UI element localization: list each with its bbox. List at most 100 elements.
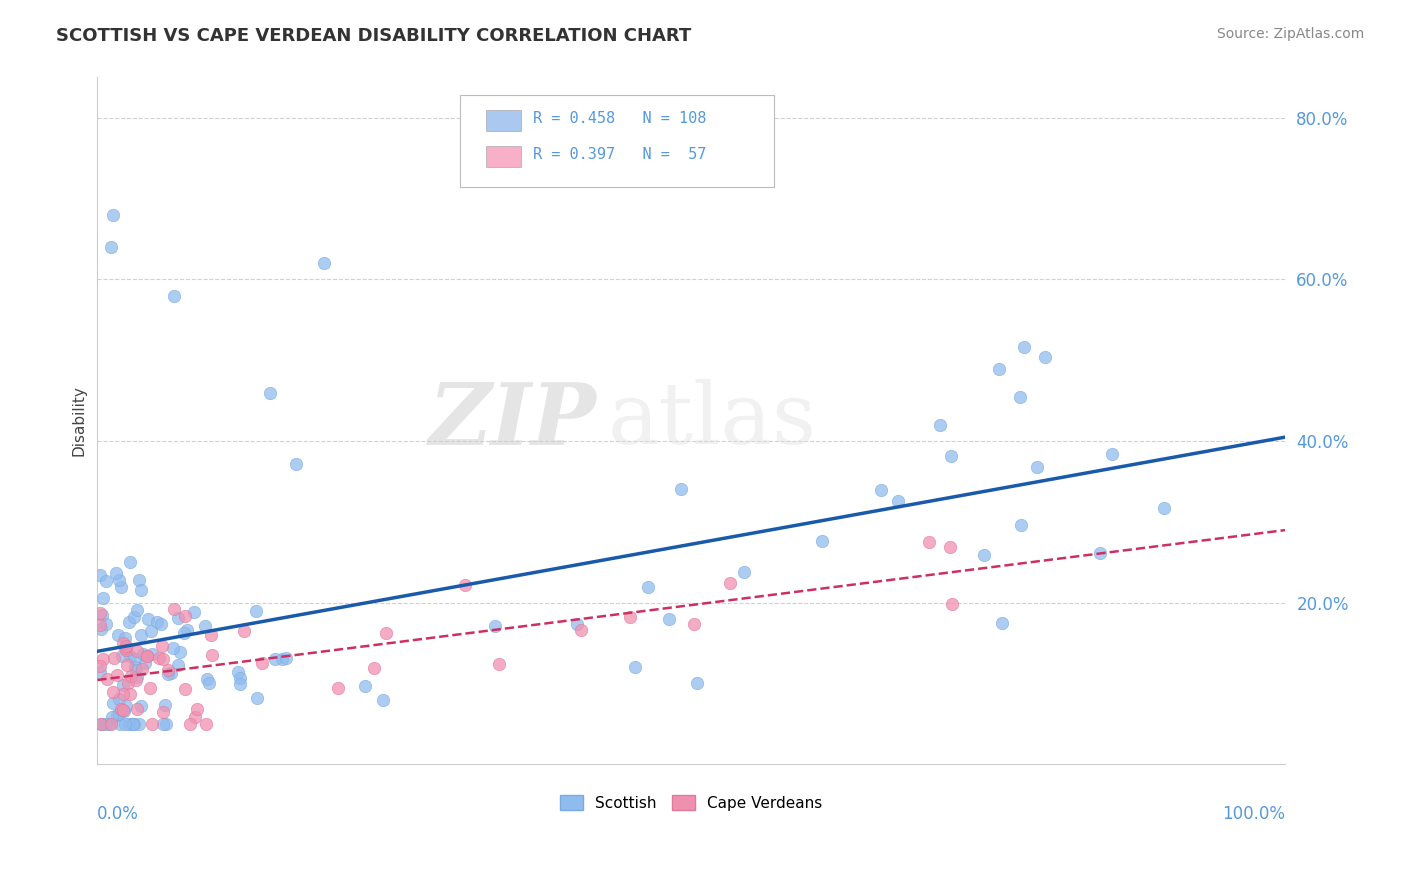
FancyBboxPatch shape — [486, 111, 522, 131]
Point — [89, 567, 111, 582]
Point — [114, 631, 136, 645]
Point — [1025, 459, 1047, 474]
Point — [1101, 447, 1123, 461]
Point — [162, 641, 184, 656]
Point — [146, 615, 169, 629]
Point — [114, 717, 136, 731]
Point — [115, 658, 138, 673]
Point — [918, 535, 941, 549]
Point — [122, 717, 145, 731]
Point — [100, 240, 122, 254]
Point — [98, 717, 121, 731]
Point — [94, 616, 117, 631]
Point — [105, 667, 128, 681]
FancyBboxPatch shape — [460, 95, 775, 187]
Point — [127, 643, 149, 657]
Point — [373, 692, 395, 706]
Point — [111, 703, 134, 717]
Point — [671, 483, 693, 497]
Point — [121, 717, 143, 731]
Point — [271, 652, 294, 666]
Text: Source: ZipAtlas.com: Source: ZipAtlas.com — [1216, 27, 1364, 41]
Point — [91, 591, 114, 606]
Point — [259, 385, 281, 400]
Legend: Scottish, Cape Verdeans: Scottish, Cape Verdeans — [553, 787, 830, 819]
Point — [174, 609, 197, 624]
Point — [89, 618, 111, 632]
Point — [103, 651, 125, 665]
Point — [90, 717, 112, 731]
Point — [135, 649, 157, 664]
Point — [112, 704, 135, 718]
Point — [131, 699, 153, 714]
Point — [152, 705, 174, 719]
Point — [101, 685, 124, 699]
Point — [128, 574, 150, 588]
Point — [166, 658, 188, 673]
Point — [108, 707, 131, 722]
Point — [194, 619, 217, 633]
Point — [112, 636, 135, 650]
Text: R = 0.458   N = 108: R = 0.458 N = 108 — [533, 112, 707, 126]
Point — [619, 609, 641, 624]
Point — [117, 675, 139, 690]
Point — [139, 681, 162, 695]
Point — [200, 648, 222, 662]
Point — [169, 645, 191, 659]
Point — [94, 717, 117, 731]
Point — [174, 681, 197, 696]
Point — [122, 610, 145, 624]
Point — [131, 662, 153, 676]
Point — [124, 717, 146, 731]
Point — [90, 717, 112, 731]
Point — [941, 449, 963, 463]
Point — [363, 661, 385, 675]
Point — [150, 640, 173, 654]
Point — [200, 627, 222, 641]
Point — [176, 624, 198, 638]
Point — [569, 624, 592, 638]
Point — [312, 256, 335, 270]
Point — [114, 640, 136, 654]
Point — [184, 710, 207, 724]
Point — [101, 208, 124, 222]
Point — [183, 606, 205, 620]
Point — [91, 651, 114, 665]
Text: atlas: atlas — [609, 379, 817, 462]
Text: R = 0.397   N =  57: R = 0.397 N = 57 — [533, 147, 707, 161]
Point — [105, 708, 128, 723]
Point — [118, 649, 141, 664]
Point — [125, 702, 148, 716]
Point — [810, 534, 832, 549]
Point — [718, 575, 741, 590]
Point — [624, 660, 647, 674]
Point — [94, 574, 117, 589]
Point — [139, 624, 162, 638]
Point — [186, 702, 208, 716]
Point — [1010, 390, 1032, 404]
Point — [103, 696, 125, 710]
Point — [108, 717, 131, 731]
Point — [484, 618, 506, 632]
Point — [179, 717, 201, 731]
Point — [125, 663, 148, 677]
Point — [157, 663, 180, 677]
Point — [141, 717, 163, 731]
Point — [973, 548, 995, 562]
Point — [226, 665, 249, 679]
Point — [274, 651, 297, 665]
Point — [987, 362, 1010, 376]
Text: 0.0%: 0.0% — [97, 805, 139, 823]
Point — [155, 717, 177, 731]
Point — [198, 675, 221, 690]
Point — [89, 665, 111, 680]
Point — [152, 652, 174, 666]
Point — [149, 616, 172, 631]
Point — [1010, 518, 1032, 533]
Point — [870, 483, 893, 497]
Point — [1153, 501, 1175, 516]
Point — [100, 710, 122, 724]
Point — [125, 673, 148, 687]
Point — [111, 649, 134, 664]
Point — [374, 625, 396, 640]
